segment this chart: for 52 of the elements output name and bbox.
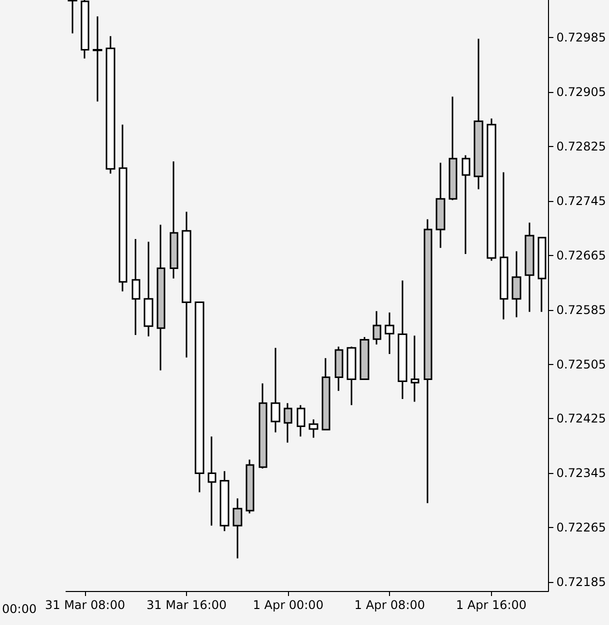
y-tick-label: 0.72745 — [556, 194, 606, 208]
candlestick — [424, 218, 432, 504]
candlestick — [144, 240, 154, 338]
candlestick — [500, 172, 508, 320]
x-tick-label: 1 Apr 00:00 — [252, 598, 324, 612]
candlestick — [372, 310, 382, 346]
candlestick — [182, 211, 192, 358]
candlestick — [474, 38, 484, 190]
y-tick-label: 0.72905 — [556, 84, 606, 99]
x-tick-label: 1 Apr 08:00 — [354, 598, 426, 612]
candlestick — [462, 154, 470, 255]
y-tick-label: 0.72345 — [556, 466, 606, 480]
candlestick — [132, 238, 140, 336]
candlestick — [322, 357, 330, 430]
candlestick — [118, 124, 128, 292]
candlestick — [246, 458, 254, 514]
y-tick-label: 0.72585 — [556, 302, 606, 317]
y-tick-label: 0.72985 — [556, 30, 606, 44]
y-tick-label: 0.72265 — [556, 520, 606, 535]
candlestick — [360, 336, 370, 380]
candlestick — [486, 118, 496, 262]
candlestick — [334, 346, 344, 392]
candlestick — [208, 436, 216, 526]
candlestick — [308, 418, 318, 439]
candlestick — [436, 162, 446, 249]
candlestick — [384, 312, 394, 355]
x-tick-label: 1 Apr 16:00 — [456, 598, 527, 612]
candlestick — [258, 382, 268, 470]
candlestick — [512, 250, 522, 318]
candlestick — [346, 346, 356, 406]
y-tick-label: 0.72665 — [556, 248, 606, 262]
candlestick — [220, 470, 230, 532]
candlestick — [194, 300, 204, 494]
candlestick — [410, 334, 420, 402]
y-tick-label: 0.72825 — [556, 139, 606, 154]
candlestick — [270, 347, 280, 434]
candlestick — [106, 35, 116, 174]
candlestick — [156, 224, 166, 372]
y-tick-label: 0.72425 — [556, 412, 606, 426]
candlestick — [398, 280, 408, 400]
candlestick — [170, 160, 178, 280]
y-tick-label: 0.72185 — [556, 575, 606, 590]
candlestick — [92, 16, 102, 102]
x-tick-label: 31 Mar 16:00 — [146, 598, 227, 612]
y-tick-label: 0.72505 — [556, 357, 606, 372]
candlestick — [524, 222, 534, 313]
candlestick — [284, 402, 292, 444]
candlestick — [232, 498, 242, 560]
x-tick-label: 31 Mar 08:00 — [44, 598, 126, 612]
candlestick — [448, 96, 458, 201]
text: 00:00 — [2, 602, 37, 616]
candlestick — [296, 404, 306, 438]
